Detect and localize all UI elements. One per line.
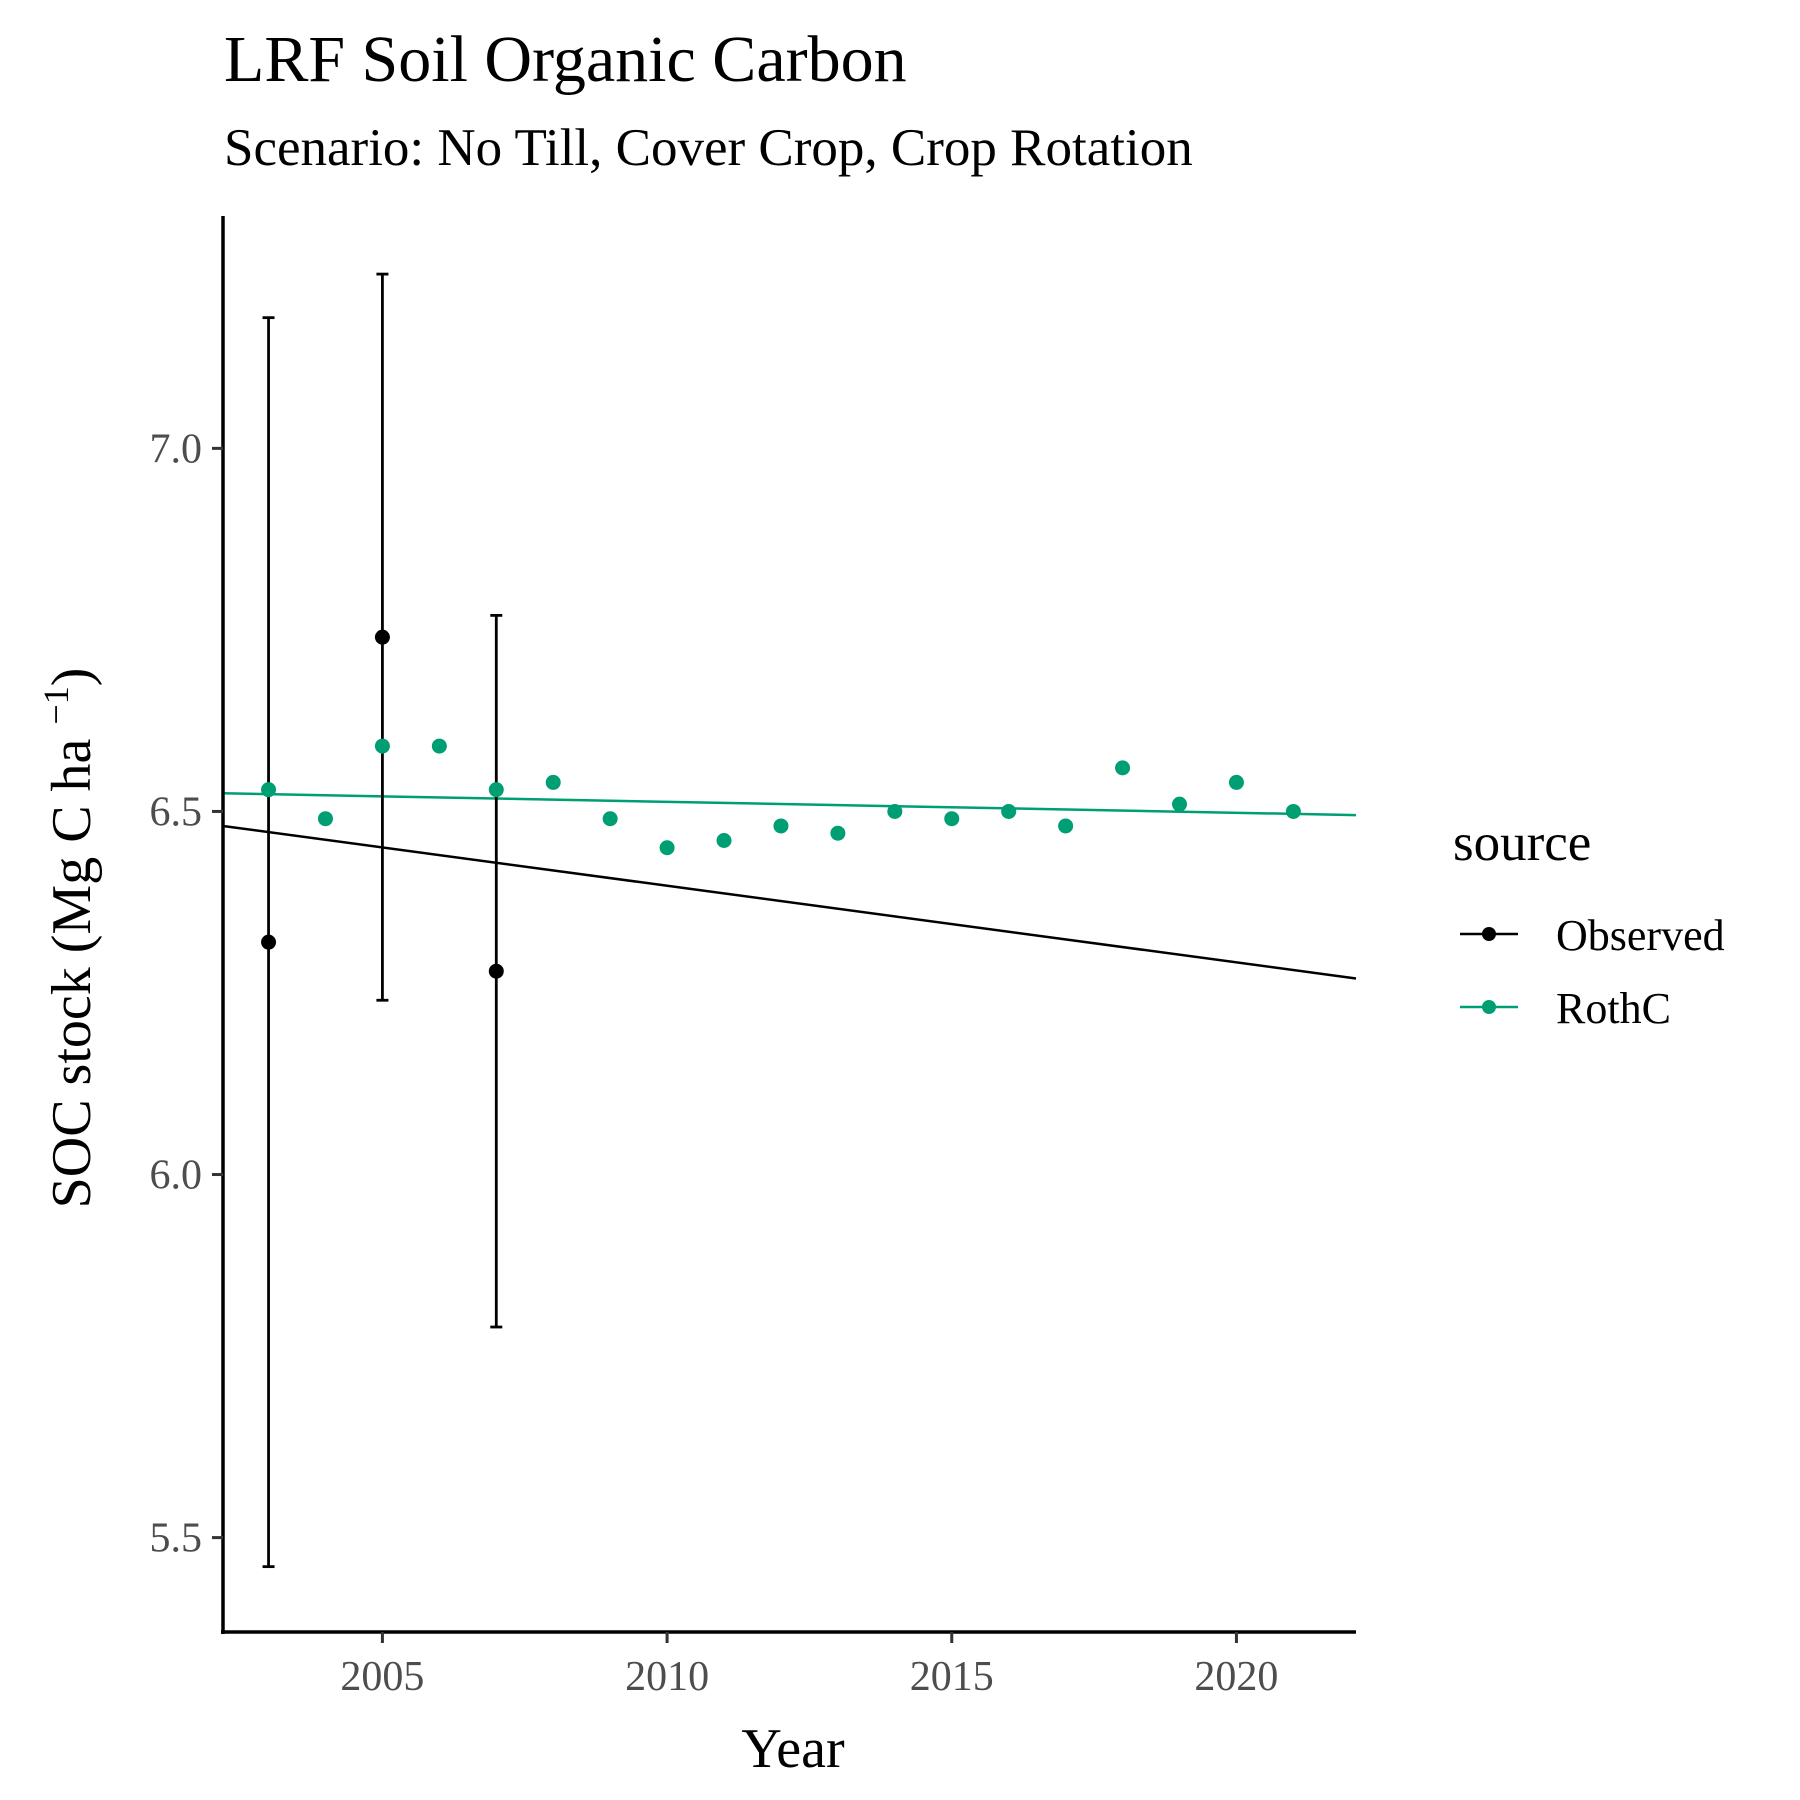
chart-title: LRF Soil Organic Carbon xyxy=(224,23,907,96)
y-tick-label: 6.5 xyxy=(150,789,203,835)
data-point-observed xyxy=(374,629,390,645)
legend-label-rothc: RothC xyxy=(1556,984,1671,1033)
data-point-rothc xyxy=(1001,803,1017,819)
data-point-rothc xyxy=(1172,796,1188,812)
data-point-rothc xyxy=(1058,818,1074,834)
data-point-rothc xyxy=(261,782,277,798)
y-axis-ticks: 5.5 6.0 6.5 7.0 xyxy=(150,426,223,1562)
data-point-rothc xyxy=(773,818,789,834)
legend-title: source xyxy=(1453,814,1591,872)
plot-area xyxy=(222,272,1357,1569)
data-point-observed xyxy=(261,934,277,950)
data-point-observed xyxy=(488,963,504,979)
data-point-rothc xyxy=(830,825,846,841)
data-point-rothc xyxy=(944,811,960,827)
x-tick-label: 2005 xyxy=(340,1654,424,1700)
legend-label-observed: Observed xyxy=(1556,911,1725,960)
x-axis-title: Year xyxy=(741,1718,845,1780)
data-point-rothc xyxy=(374,738,390,754)
chart-subtitle: Scenario: No Till, Cover Crop, Crop Rota… xyxy=(224,119,1193,177)
y-axis-title-main: SOC stock (Mg C ha xyxy=(41,725,103,1209)
legend: source Observed RothC xyxy=(1453,814,1725,1033)
data-point-rothc xyxy=(1285,803,1301,819)
trend-line-rothc xyxy=(222,792,1357,817)
y-axis-title-suffix: ) xyxy=(41,668,103,687)
x-axis-ticks: 2005 2010 2015 2020 xyxy=(340,1632,1278,1700)
data-point-rothc xyxy=(431,738,447,754)
x-tick-label: 2020 xyxy=(1194,1654,1278,1700)
x-tick-label: 2015 xyxy=(910,1654,994,1700)
x-tick-label: 2010 xyxy=(625,1654,709,1700)
y-axis-title: SOC stock (Mg C ha −1) xyxy=(36,668,103,1209)
data-point-rothc xyxy=(545,774,561,790)
y-axis-title-superscript: −1 xyxy=(36,686,76,724)
data-point-rothc xyxy=(716,832,732,848)
data-point-rothc xyxy=(659,840,675,856)
legend-key-rothc-point xyxy=(1482,1000,1496,1014)
data-point-rothc xyxy=(887,803,903,819)
y-tick-label: 5.5 xyxy=(150,1516,203,1562)
legend-key-observed-point xyxy=(1482,927,1496,941)
y-tick-label: 6.0 xyxy=(150,1153,203,1199)
data-point-rothc xyxy=(602,811,618,827)
data-point-rothc xyxy=(488,782,504,798)
data-point-rothc xyxy=(1115,760,1131,776)
data-point-rothc xyxy=(317,811,333,827)
trend-line-observed xyxy=(222,824,1357,980)
y-tick-label: 7.0 xyxy=(150,426,203,472)
data-point-rothc xyxy=(1228,774,1244,790)
